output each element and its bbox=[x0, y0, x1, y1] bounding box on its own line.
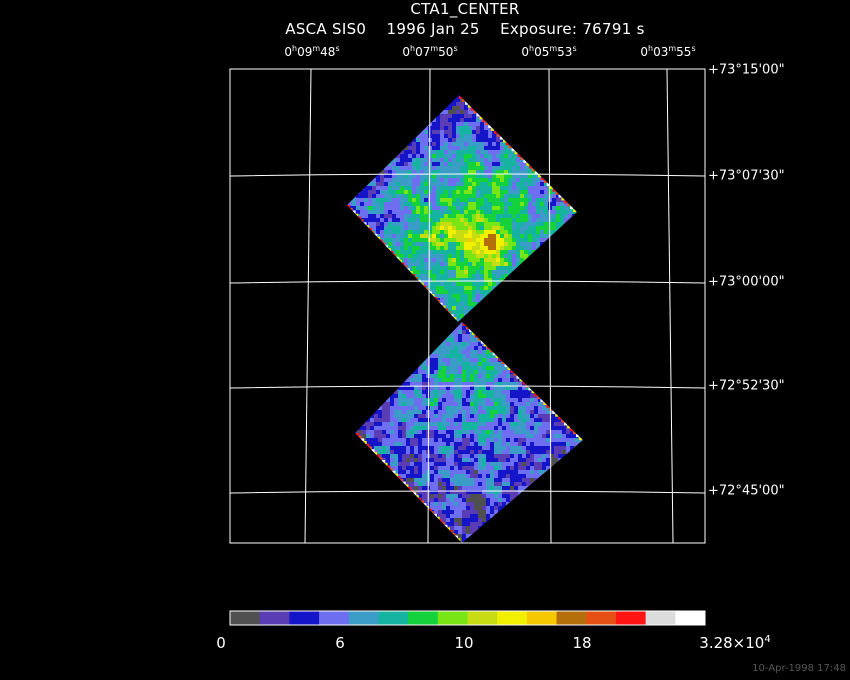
coordinate-grid bbox=[229, 68, 706, 544]
colorbar-swatch bbox=[497, 611, 528, 625]
colorbar-swatch bbox=[615, 611, 647, 625]
colorbar-tick-label: 0 bbox=[216, 634, 226, 652]
colorbar-swatch bbox=[526, 611, 558, 625]
colorbar-swatch bbox=[437, 611, 468, 625]
plot-title: CTA1_CENTER bbox=[410, 0, 520, 18]
colorbar-swatch bbox=[348, 611, 379, 625]
plot-subtitle: ASCA SIS0 1996 Jan 25 Exposure: 76791 s bbox=[40, 20, 850, 38]
dec-tick-label: +72°52'30" bbox=[708, 378, 785, 394]
ccd-image-upper bbox=[347, 95, 577, 322]
dec-tick-label: +72°45'00" bbox=[708, 483, 785, 499]
timestamp-footer: 10-Apr-1998 17:48 bbox=[752, 663, 846, 674]
ccd-image-lower bbox=[355, 322, 583, 543]
colorbar-swatch bbox=[467, 611, 498, 625]
colorbar-swatch bbox=[556, 611, 587, 625]
colorbar-swatch bbox=[378, 611, 409, 625]
colorbar-swatch bbox=[586, 611, 617, 625]
observation-date: 1996 Jan 25 bbox=[386, 20, 480, 38]
ra-tick-label: 0h07m50s bbox=[402, 44, 458, 59]
ra-tick-label: 0h05m53s bbox=[521, 44, 577, 59]
ra-tick-label: 0h09m48s bbox=[284, 44, 340, 59]
colorbar-border bbox=[229, 610, 706, 626]
colorbar-tick-label: 6 bbox=[335, 634, 345, 652]
colorbar-tick-label: 10 bbox=[454, 634, 474, 652]
colorbar-swatch bbox=[675, 611, 706, 625]
colorbar-swatch bbox=[319, 611, 350, 625]
colorbar-tick-label: 18 bbox=[572, 634, 592, 652]
dec-tick-label: +73°07'30" bbox=[708, 168, 785, 184]
colorbar-swatch bbox=[230, 611, 261, 625]
colorbar-max-label: 3.28×104 bbox=[699, 634, 771, 652]
ra-tick-label: 0h03m55s bbox=[640, 44, 696, 59]
colorbar bbox=[230, 611, 706, 625]
mission-label: ASCA SIS0 bbox=[285, 20, 367, 38]
colorbar-swatch bbox=[259, 611, 290, 625]
colorbar-swatch bbox=[645, 611, 676, 625]
colorbar-swatch bbox=[408, 611, 439, 625]
exposure-label: Exposure: 76791 s bbox=[500, 20, 645, 38]
dec-tick-label: +73°15'00" bbox=[708, 62, 785, 78]
dec-tick-label: +73°00'00" bbox=[708, 274, 785, 290]
colorbar-swatch bbox=[289, 611, 320, 625]
